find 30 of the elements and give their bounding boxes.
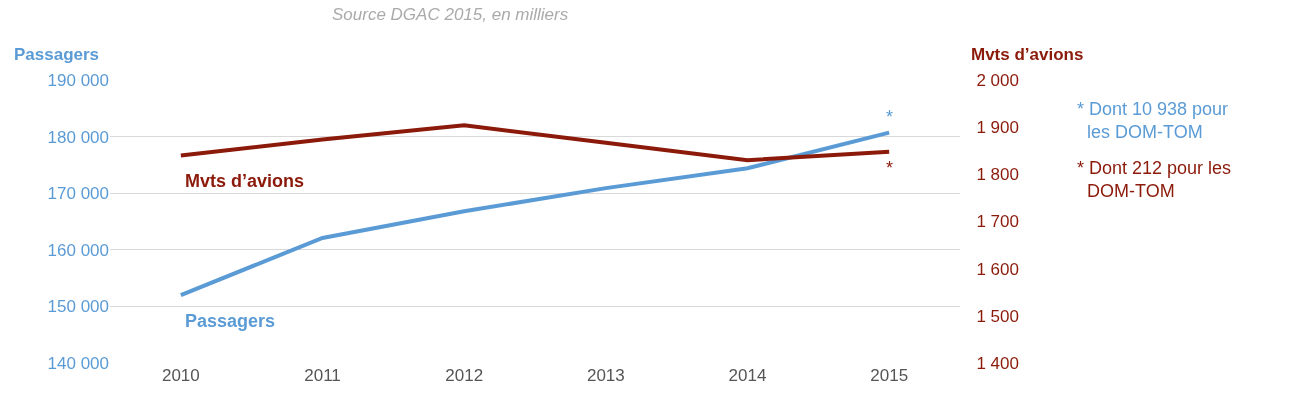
- x-tick-label: 2013: [586, 366, 625, 385]
- text: * Dont 212 pour les DOM-TOM: [1077, 158, 1232, 202]
- data-label: *: [886, 158, 894, 178]
- y-tick-label: 140 000: [47, 353, 109, 373]
- y-tick-label: 190 000: [47, 70, 109, 90]
- y2-tick-label: 1 500: [976, 306, 1019, 326]
- x-tick-label: 2014: [728, 366, 767, 385]
- text: * Dont 10 938 pour les DOM-TOM: [1077, 99, 1229, 143]
- y-tick-label: 150 000: [47, 297, 109, 317]
- y2-tick-label: 2 000: [976, 70, 1019, 90]
- y2-tick-label: 1 800: [976, 165, 1019, 185]
- y-axis-title: Passagers: [14, 45, 100, 64]
- y2-tick-label: 1 600: [976, 259, 1019, 279]
- chart-title: Source DGAC 2015, en milliers: [332, 5, 569, 24]
- line-series: [178, 130, 892, 298]
- y-tick-label: 160 000: [47, 240, 109, 260]
- y2-tick-label: 1 400: [976, 353, 1019, 373]
- x-tick-label: 2012: [445, 366, 484, 385]
- x-tick-label: 2011: [304, 366, 341, 385]
- y2-axis-title: Mvts d’avions: [971, 45, 1084, 64]
- x-tick-label: 2015: [870, 366, 909, 385]
- y2-tick-label: 1 900: [976, 118, 1019, 138]
- y-tick-label: 180 000: [47, 127, 109, 147]
- series-label: Passagers: [185, 311, 276, 331]
- y-tick-label: 170 000: [47, 184, 109, 204]
- y2-tick-label: 1 700: [976, 212, 1019, 232]
- series-label: Mvts d’avions: [185, 171, 305, 191]
- data-label: *: [886, 107, 894, 127]
- line-series: [178, 123, 892, 163]
- x-tick-label: 2010: [161, 366, 200, 385]
